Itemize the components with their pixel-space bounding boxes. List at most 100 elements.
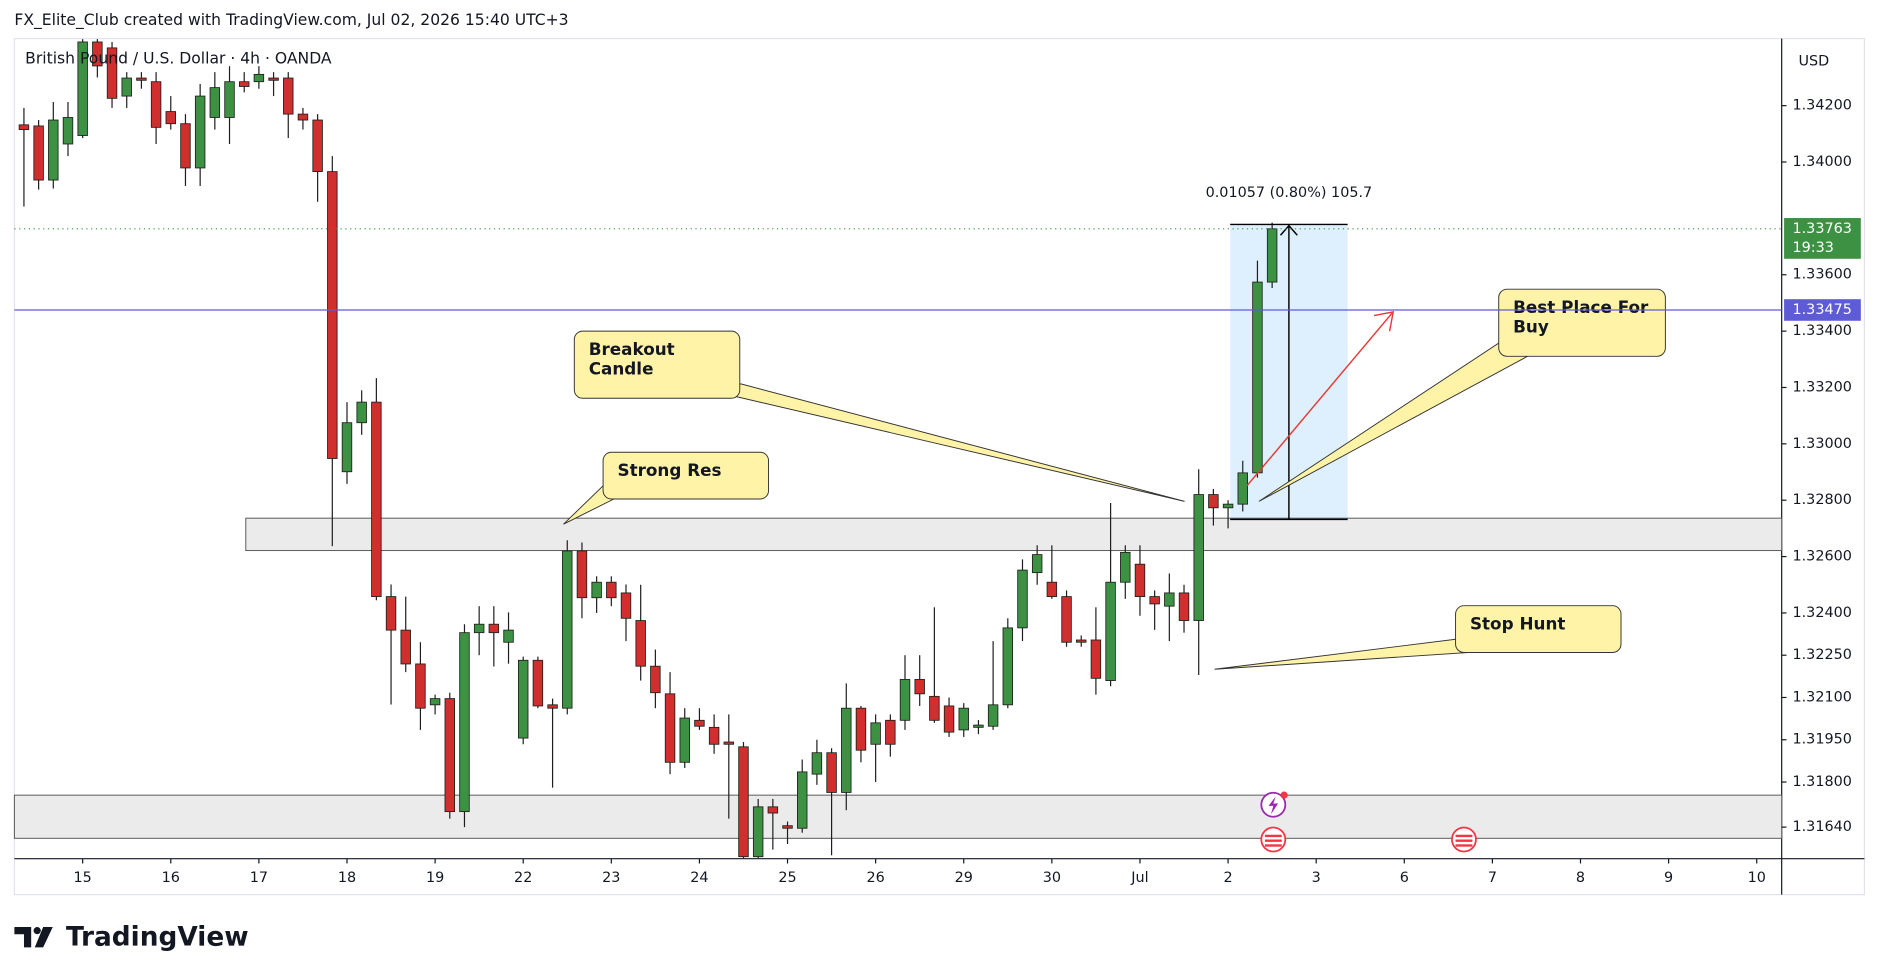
candle-body (429, 698, 441, 706)
candle-body (943, 705, 955, 733)
target-arrow (1246, 312, 1393, 487)
candle-body (1017, 569, 1028, 629)
candle-body (1002, 627, 1014, 706)
candle-body (650, 665, 661, 694)
candle-body (371, 401, 382, 598)
candle-body (1208, 494, 1219, 509)
candle-body (253, 73, 265, 83)
candle-body (679, 717, 690, 763)
candle-body (635, 620, 646, 667)
candle-body (576, 550, 588, 599)
candle-body (1061, 596, 1072, 643)
x-tick-label: 24 (690, 870, 708, 886)
candle-body (150, 81, 162, 128)
candle-body (400, 629, 411, 665)
candle-body (1237, 472, 1248, 505)
candle-body (1076, 639, 1087, 643)
candle-body (341, 422, 353, 473)
event-icon (1260, 826, 1287, 853)
callout-box (1455, 605, 1622, 653)
resistance-zone (245, 517, 1783, 552)
callout-text: Strong Res (617, 461, 722, 482)
candle-body (547, 704, 558, 709)
candle-body (1178, 592, 1190, 621)
candle-body (268, 77, 279, 81)
candle-body (664, 693, 676, 763)
candle-body (782, 825, 793, 829)
x-tick-label: 7 (1488, 870, 1497, 886)
candle-body (459, 632, 470, 813)
candle-body (165, 111, 176, 125)
x-tick-label: 23 (602, 870, 620, 886)
measure-label: 0.01057 (0.80%) 105.7 (1206, 185, 1373, 201)
candle-body (973, 724, 984, 728)
candle-body (488, 623, 500, 634)
y-tick-label: 1.34200 (1792, 98, 1851, 114)
y-tick-label: 1.34000 (1792, 154, 1851, 170)
candle-body (811, 752, 823, 775)
logo-text: TradingView (66, 922, 249, 952)
candle-body (841, 707, 852, 793)
x-tick-label: 3 (1312, 870, 1321, 886)
y-tick-label: 1.31950 (1792, 732, 1851, 748)
x-tick-label: 2 (1223, 870, 1232, 886)
candle-body (591, 581, 602, 599)
callout-frame: Strong Res (617, 461, 722, 482)
candle-body (297, 113, 309, 121)
x-tick-label: 29 (955, 870, 973, 886)
candle-body (356, 401, 367, 424)
support-zone (13, 794, 1783, 839)
candle-body (723, 741, 735, 745)
callout-box (1498, 288, 1666, 357)
candle-body (517, 659, 529, 739)
candle-body (532, 659, 544, 707)
candle-body (180, 123, 191, 169)
plot (18, 39, 1278, 859)
logo: TradingView (14, 922, 249, 952)
credit: FX_Elite_Club created with TradingView.c… (14, 11, 568, 30)
x-tick-label: 10 (1748, 870, 1766, 886)
y-tick-label: 1.33000 (1792, 436, 1851, 452)
candle-body (473, 623, 485, 634)
x-tick-label: 19 (426, 870, 444, 886)
x-tick-label: 6 (1400, 870, 1409, 886)
candle-body (1149, 596, 1160, 605)
candle-body (1164, 592, 1175, 607)
candle-body (694, 719, 705, 727)
event-icon (1451, 826, 1477, 853)
candle-body (885, 719, 896, 745)
candle-body (562, 550, 573, 709)
x-tick-label: 22 (514, 870, 532, 886)
callout-text: Stop Hunt (1469, 615, 1566, 635)
candle-body (238, 81, 250, 87)
callouts: Breakout Candle Strong Res Best Place For … (573, 288, 1666, 653)
candle-body (797, 771, 808, 829)
candle-body (1120, 551, 1131, 583)
candle-body (870, 722, 881, 745)
callout-frame: Breakout Candle (589, 341, 675, 379)
frame (13, 37, 1866, 896)
candle-body (1031, 554, 1043, 574)
y-tick-label: 1.33600 (1792, 267, 1851, 283)
candle-body (385, 596, 397, 631)
candle-body (958, 707, 969, 731)
last-price-box (1784, 218, 1861, 259)
callout-frame: Stop Hunt (1469, 615, 1566, 635)
candle-body (738, 746, 749, 858)
candle-body (826, 752, 837, 793)
candle-body (855, 707, 867, 751)
candle-body (899, 679, 911, 721)
candle-body (1266, 228, 1278, 283)
y-tick-label: 1.32100 (1792, 689, 1851, 705)
y-tick-label: 1.32250 (1792, 647, 1851, 663)
x-tick-label: 26 (866, 870, 884, 886)
candle-body (224, 81, 235, 118)
candle-body (1222, 503, 1234, 509)
candle-body (106, 47, 118, 99)
candle-body (283, 77, 294, 115)
x-tick-label: Jul (1130, 870, 1148, 886)
x-tick-label: 16 (162, 870, 180, 886)
candle-body (194, 95, 206, 169)
candle-body (767, 806, 779, 814)
